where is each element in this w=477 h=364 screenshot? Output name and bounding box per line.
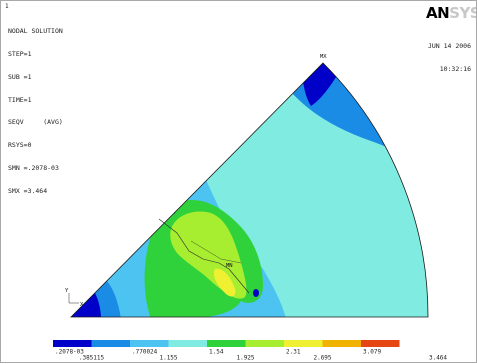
legend-top-label: 3.079 [363, 349, 381, 356]
legend-top-labels: .2078-03 .770024 1.54 2.31 3.079 [55, 349, 381, 356]
info-smx: SMX =3.464 [8, 186, 48, 195]
info-smn: SMN =.2078-03 [8, 163, 59, 172]
info-substep: SUB =1 [8, 72, 32, 81]
info-rsys: RSYS=0 [8, 141, 32, 150]
legend-top-label: 2.31 [286, 349, 301, 356]
band-dark-blue-origin [71, 293, 101, 317]
band-yellow [213, 268, 236, 297]
legend-top-label: .770024 [132, 349, 158, 356]
spot-dark-blue-right [253, 289, 259, 297]
legend-swatch-6 [245, 340, 284, 347]
band-dark-blue-tip [301, 63, 356, 106]
min-marker: MN [226, 263, 233, 269]
legend-swatches [53, 340, 400, 347]
logo-text-main: AN [426, 5, 450, 21]
info-result-item: SEQV (AVG) [8, 118, 63, 127]
triad-y-label: Y [65, 288, 69, 294]
solution-info-block: NODAL SOLUTION STEP=1 SUB =1 TIME=1 SEQV… [8, 13, 63, 210]
max-marker: MX [320, 54, 327, 60]
ansys-logo: ANSYS [426, 5, 476, 21]
triad-x-label: X [80, 302, 84, 308]
legend-swatch-2 [91, 340, 130, 347]
crack-branch [190, 240, 242, 264]
legend-bottom-label: .385115 [79, 355, 105, 362]
legend-swatch-4 [168, 340, 207, 347]
legend-swatch-7 [284, 340, 323, 347]
plot-date: JUN 14 2006 [427, 42, 471, 51]
legend-swatch-8 [322, 340, 361, 347]
solution-title: NODAL SOLUTION [8, 27, 63, 36]
legend-swatch-1 [53, 340, 92, 347]
legend-bottom-label: 1.155 [159, 355, 177, 362]
legend-top-label: .2078-03 [55, 349, 84, 356]
window-number: 1 [5, 3, 9, 10]
sector-outline [70, 62, 429, 318]
legend-swatch-3 [130, 340, 169, 347]
legend-top-label: 1.54 [209, 349, 224, 356]
logo-text-tail: SYS [449, 5, 476, 21]
legend-swatch-9 [361, 340, 400, 347]
crack-path [158, 218, 250, 294]
legend-bottom-label: 2.695 [313, 355, 331, 362]
legend-swatch-5 [207, 340, 246, 347]
origin-triad: Y X [65, 288, 84, 308]
info-time: TIME=1 [8, 95, 32, 104]
plot-time: 10:32:16 [439, 64, 471, 73]
legend-bottom-label: 3.464 [429, 355, 447, 362]
legend-bottom-labels: .385115 1.155 1.925 2.695 3.464 [79, 355, 448, 362]
plot-datetime: JUN 14 2006 10:32:16 [428, 28, 471, 89]
legend-bottom-label: 1.925 [236, 355, 254, 362]
info-step: STEP=1 [8, 49, 32, 58]
